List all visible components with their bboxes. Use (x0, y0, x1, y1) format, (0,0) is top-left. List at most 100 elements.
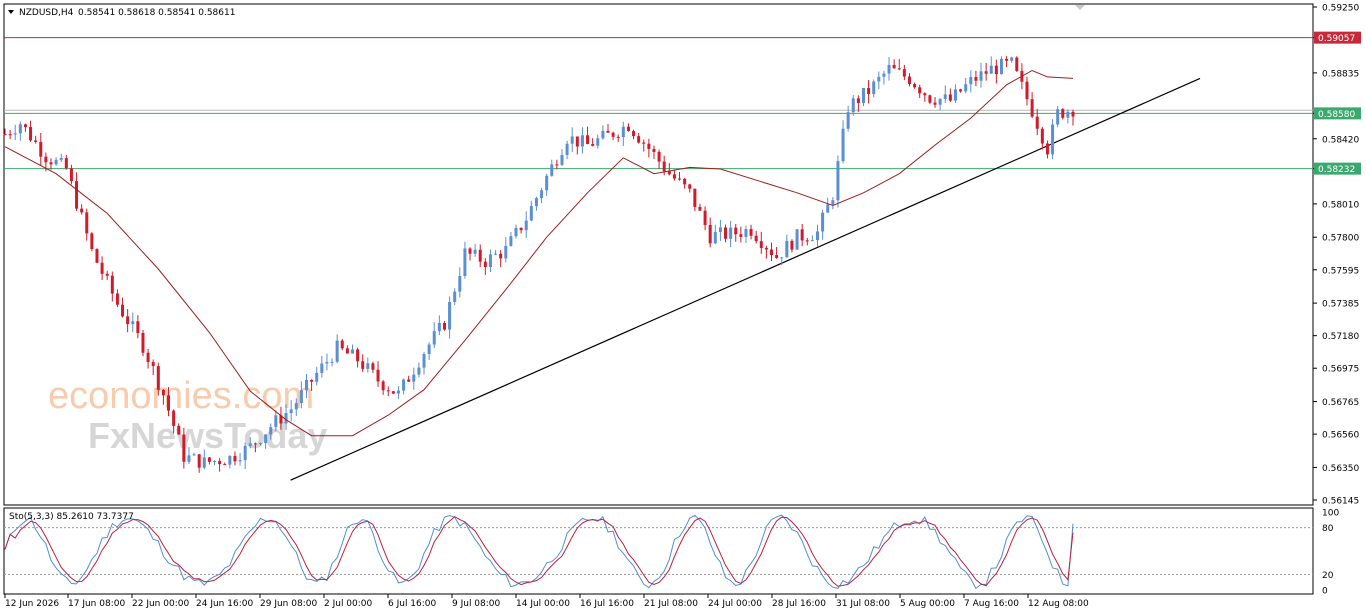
candle-body (994, 65, 998, 75)
candle-body (105, 273, 109, 276)
candle-body (545, 175, 549, 191)
candle-body (356, 349, 360, 362)
candle-body (683, 178, 687, 185)
indicator-pane[interactable] (3, 507, 1314, 595)
candle-body (448, 301, 452, 330)
candle-body (565, 143, 569, 156)
y-tick-label: 0.58420 (1322, 135, 1359, 145)
x-tick-label: 5 Aug 00:00 (900, 599, 955, 609)
candle-body (386, 390, 390, 392)
candle-body (100, 262, 104, 274)
x-tick-label: 12 Jun 2026 (5, 599, 59, 609)
candle-body (642, 142, 646, 144)
candle-body (1051, 124, 1055, 155)
y-tick-label: 0.57180 (1322, 332, 1359, 342)
candle-body (1040, 128, 1044, 144)
candle-body (795, 229, 799, 250)
x-tick-label: 12 Aug 08:00 (1028, 599, 1089, 609)
candle-body (836, 161, 840, 201)
candle-body (509, 236, 513, 246)
candle-body (519, 227, 523, 231)
candle-body (1010, 57, 1014, 61)
candle-body (284, 413, 288, 424)
candle-body (632, 131, 636, 137)
candle-body (376, 369, 380, 382)
price-label-box (1314, 107, 1361, 120)
indicator-label: Sto(5,3,3) 85.2610 73.7377 (9, 512, 134, 522)
candle-body (652, 148, 656, 152)
y-tick-label: 0.56560 (1322, 431, 1359, 441)
candle-body (75, 181, 79, 209)
candle-body (1030, 99, 1034, 117)
candle-body (591, 144, 595, 146)
candle-body (897, 68, 901, 70)
dropdown-arrow-icon[interactable] (8, 10, 14, 14)
sto-main-line (4, 514, 1074, 590)
candle-body (350, 349, 354, 354)
candle-body (580, 135, 584, 147)
candle-body (831, 200, 835, 205)
x-tick-label: 9 Jul 08:00 (452, 599, 501, 609)
candle-body (1071, 111, 1075, 117)
candle-body (243, 445, 247, 461)
candle-body (550, 164, 554, 176)
candle-body (432, 331, 436, 345)
candle-body (402, 379, 406, 391)
candle-body (637, 136, 641, 143)
candle-body (437, 323, 441, 332)
candle-body (202, 457, 206, 468)
candle-body (586, 135, 590, 145)
candle-body (851, 98, 855, 113)
candle-body (49, 162, 53, 165)
candle-body (213, 460, 217, 462)
main-pane[interactable] (3, 3, 1314, 506)
candle-body (335, 340, 339, 362)
candle-body (647, 143, 651, 149)
candle-body (126, 316, 130, 325)
candle-body (882, 73, 886, 77)
candles-layer (3, 56, 1075, 473)
candle-body (396, 390, 400, 394)
scroll-shift-marker-icon[interactable] (1075, 5, 1085, 10)
candle-body (718, 227, 722, 233)
candle-body (785, 240, 789, 258)
x-tick-label: 31 Jul 08:00 (836, 599, 890, 609)
y-tick-label: 0.57595 (1322, 266, 1359, 276)
candle-body (984, 71, 988, 74)
candle-body (294, 403, 298, 410)
candle-body (678, 178, 682, 180)
candle-body (483, 261, 487, 268)
sto-signal-line (4, 515, 1074, 587)
candle-body (621, 126, 625, 138)
candle-body (391, 391, 395, 394)
candle-body (534, 198, 538, 207)
candle-body (44, 156, 48, 163)
candle-body (1005, 58, 1009, 61)
candle-body (989, 65, 993, 74)
symbol-label: NZDUSD,H4 (19, 8, 74, 18)
candle-body (713, 232, 717, 244)
candle-body (131, 321, 135, 325)
candle-body (923, 93, 927, 96)
x-tick-label: 28 Jul 16:00 (772, 599, 826, 609)
candle-body (734, 227, 738, 235)
candle-body (708, 224, 712, 244)
candle-body (657, 151, 661, 162)
x-tick-label: 2 Jul 00:00 (324, 599, 373, 609)
candle-body (575, 136, 579, 147)
candle-body (259, 443, 263, 445)
candle-body (729, 227, 733, 239)
candle-body (790, 240, 794, 250)
candle-body (938, 98, 942, 105)
candle-body (693, 188, 697, 207)
candle-body (23, 124, 27, 128)
candle-body (979, 71, 983, 81)
candle-body (744, 229, 748, 237)
candle-body (304, 379, 308, 391)
candle-body (192, 454, 196, 456)
candle-body (371, 363, 375, 370)
candle-body (427, 344, 431, 355)
candle-body (504, 245, 508, 259)
candle-body (488, 254, 492, 268)
